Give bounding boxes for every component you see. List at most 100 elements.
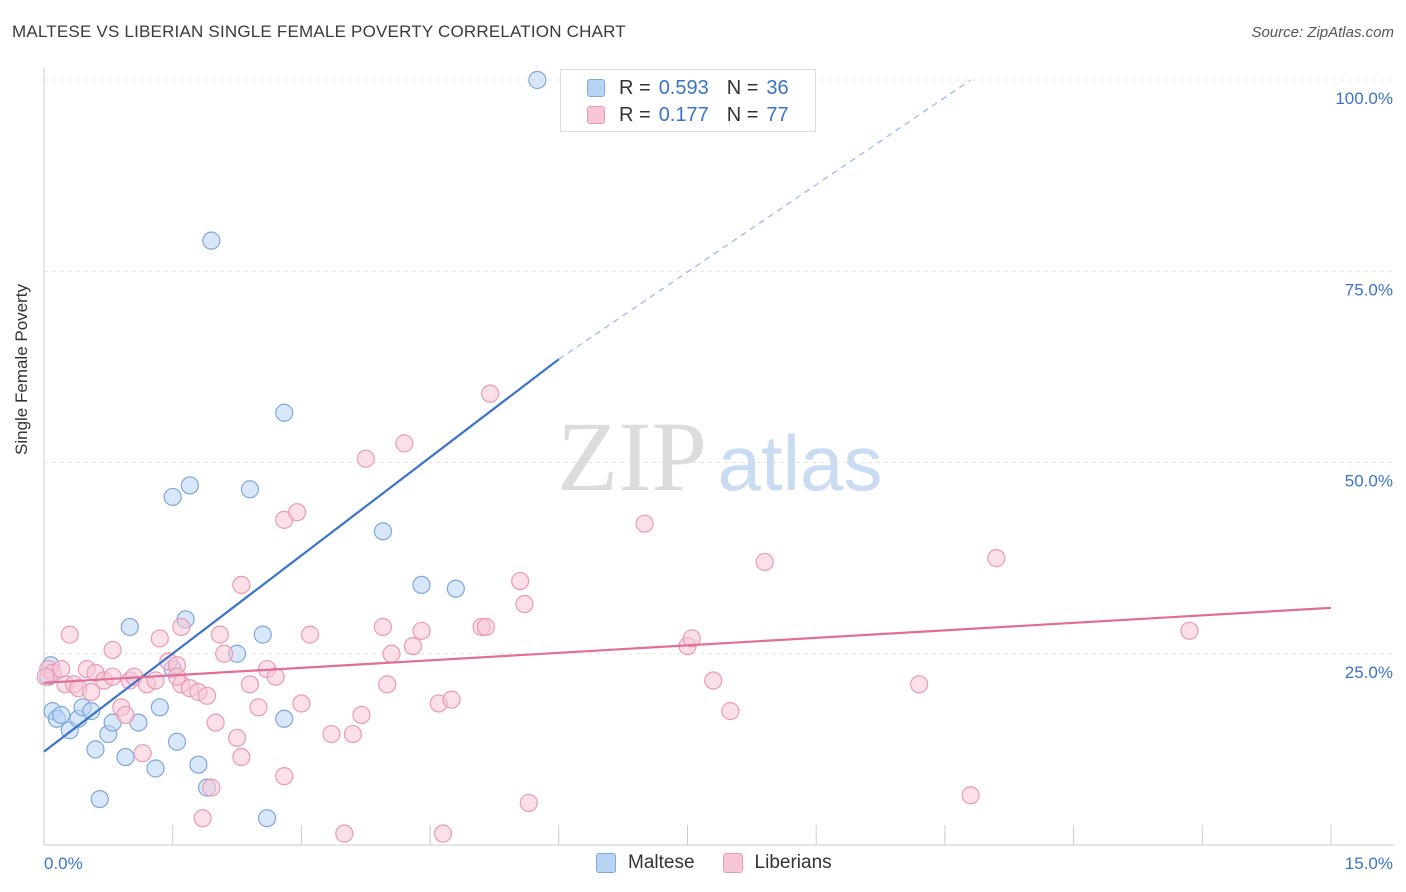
maltese-point [202, 231, 221, 250]
maltese-point [120, 617, 139, 637]
liberians-point [193, 809, 212, 828]
maltese-point [90, 789, 109, 809]
maltese-point [82, 702, 101, 721]
liberians-point [210, 625, 229, 644]
liberians-point [635, 514, 654, 533]
maltese-point [253, 625, 272, 644]
liberians-point [378, 675, 397, 694]
liberians-point [60, 625, 79, 644]
source-credit: Source: ZipAtlas.com [1251, 24, 1394, 41]
maltese-legend-swatch [596, 853, 616, 873]
liberians-point [910, 675, 929, 694]
y-axis-label: Single Female Poverty [12, 283, 31, 455]
x-tick-label-min: 0.0% [44, 854, 83, 873]
maltese-point [257, 809, 277, 828]
liberians-point [511, 571, 530, 591]
legend-n-value: 36 [766, 76, 789, 99]
liberians-point [103, 640, 122, 660]
series-legend: Maltese Liberians [596, 852, 860, 874]
liberians-point [519, 793, 538, 813]
liberians-point [232, 747, 251, 767]
maltese-point [373, 522, 393, 541]
liberians-point [356, 449, 375, 468]
liberians-point [395, 434, 414, 453]
liberians-point [202, 778, 221, 797]
maltese-point [189, 755, 208, 774]
maltese-swatch [587, 79, 605, 97]
maltese-point [86, 740, 105, 759]
liberians-point [82, 682, 101, 702]
liberians-point [292, 694, 311, 713]
liberians-point [481, 384, 500, 403]
maltese-point [180, 476, 199, 495]
liberians-point [36, 667, 55, 686]
liberians-point [412, 621, 431, 640]
liberians-point [103, 667, 122, 686]
maltese-point [167, 732, 187, 751]
liberians-swatch [587, 106, 605, 124]
liberians-point [249, 698, 268, 717]
liberians-point [167, 667, 187, 686]
legend-r-value: 0.177 [658, 103, 709, 126]
maltese-point [275, 403, 294, 422]
liberians-trend-line [43, 606, 1332, 684]
liberians-point [343, 724, 362, 744]
y-tick-label: 100.0% [1335, 89, 1393, 108]
liberians-point [150, 629, 169, 648]
liberians-point [275, 767, 294, 786]
maltese-point [275, 709, 294, 728]
liberians-point [146, 671, 165, 690]
watermark-atlas: atlas [718, 419, 883, 507]
watermark-zip: ZIP [557, 401, 707, 512]
legend-row-liberians: R = 0.177 N = 77 [587, 103, 789, 127]
liberians-legend-swatch [722, 853, 743, 873]
maltese-point [412, 575, 431, 595]
liberians-point [266, 667, 285, 686]
liberians-point [442, 690, 461, 709]
legend-item-liberians[interactable]: Liberians [722, 852, 832, 874]
liberians-point [133, 744, 152, 763]
liberians-point [322, 724, 341, 744]
maltese-point [52, 705, 71, 725]
legend-r-label: R = [619, 76, 651, 99]
liberians-point [1180, 621, 1199, 640]
liberians-point [704, 671, 723, 690]
liberians-point [52, 659, 71, 679]
liberians-point [206, 713, 225, 732]
chart-title: MALTESE VS LIBERIAN SINGLE FEMALE POVERT… [12, 22, 626, 41]
liberians-point [373, 617, 393, 637]
liberians-point [300, 625, 320, 644]
liberians-point [476, 617, 495, 637]
liberians-point [116, 705, 135, 725]
y-tick-label: 50.0% [1345, 472, 1393, 491]
liberians-point [232, 575, 251, 595]
x-tick-label-max: 15.0% [1345, 854, 1393, 873]
liberians-point [215, 644, 234, 663]
maltese-trend-line [43, 358, 560, 753]
liberians-point [721, 702, 740, 721]
legend-item-maltese[interactable]: Maltese [596, 852, 695, 874]
liberians-point [682, 629, 701, 648]
legend-r-label: R = [619, 103, 651, 126]
legend-r-value: 0.593 [658, 76, 709, 99]
liberians-point [172, 617, 191, 637]
liberians-point [382, 644, 401, 663]
legend-n-label: N = [726, 103, 759, 126]
maltese-point [528, 70, 547, 90]
liberians-point [197, 686, 217, 705]
liberians-point [987, 549, 1006, 568]
liberians-point [961, 786, 980, 805]
liberians-point [352, 705, 371, 725]
liberians-point [403, 636, 423, 656]
liberians-point [433, 824, 453, 843]
liberians-point [240, 675, 260, 694]
liberians-legend-label: Liberians [754, 852, 832, 873]
liberians-point [515, 594, 534, 614]
legend-row-maltese: R = 0.593 N = 36 [587, 76, 789, 100]
maltese-trend-extension [558, 79, 972, 360]
correlation-legend: R = 0.593 N = 36 R = 0.177 N = 77 [560, 69, 816, 132]
maltese-point [146, 759, 165, 778]
maltese-point [116, 747, 135, 767]
maltese-point [240, 480, 260, 499]
